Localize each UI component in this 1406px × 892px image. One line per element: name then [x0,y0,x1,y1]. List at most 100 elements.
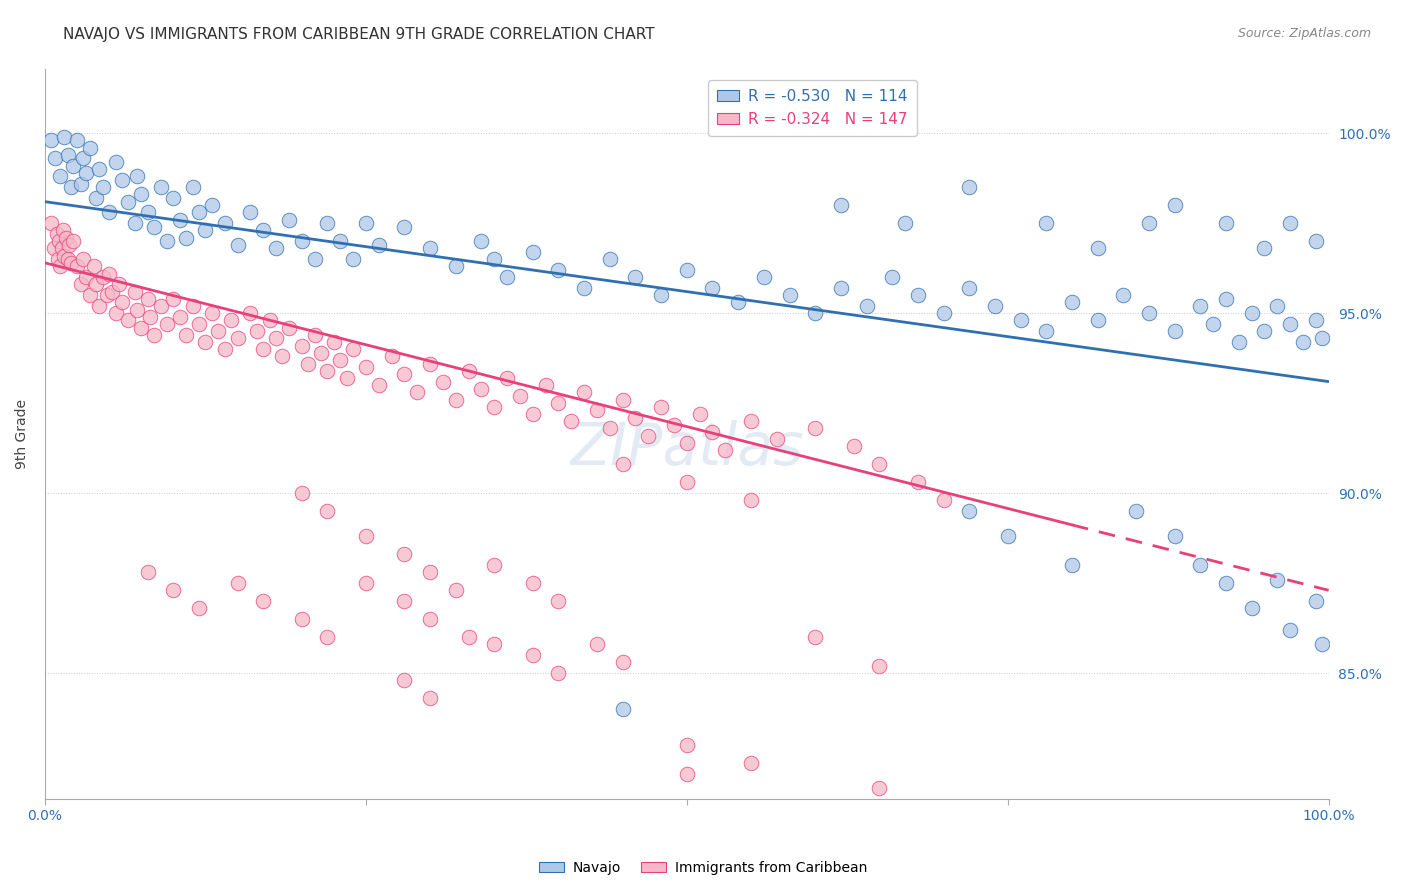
Point [1215,216,1237,230]
Point [997,529,1019,543]
Legend: Navajo, Immigrants from Caribbean: Navajo, Immigrants from Caribbean [533,855,873,880]
Point [75,270,97,285]
Point [83,260,105,274]
Point [129,320,152,334]
Point [804,630,827,644]
Point [52,223,75,237]
Point [1137,216,1160,230]
Point [181,180,204,194]
Point [572,281,595,295]
Point [1125,504,1147,518]
Point [586,403,609,417]
Point [740,493,762,508]
Point [136,566,159,580]
Point [277,212,299,227]
Point [432,375,454,389]
Point [194,334,217,349]
Point [419,691,441,706]
Point [169,310,191,324]
Point [727,295,749,310]
Point [53,129,76,144]
Point [868,458,890,472]
Point [59,180,82,194]
Point [59,256,82,270]
Point [547,666,569,681]
Point [586,637,609,651]
Point [117,194,139,209]
Point [174,327,197,342]
Point [637,428,659,442]
Point [1035,324,1057,338]
Point [86,277,108,292]
Point [162,583,184,598]
Point [1279,216,1302,230]
Point [41,216,63,230]
Point [42,242,65,256]
Point [304,252,326,267]
Point [104,155,127,169]
Point [342,343,364,357]
Point [740,414,762,428]
Point [252,223,274,237]
Point [291,486,314,500]
Point [612,702,634,716]
Point [62,159,84,173]
Point [117,313,139,327]
Point [194,223,217,237]
Point [1240,601,1263,615]
Point [149,180,172,194]
Point [136,205,159,219]
Point [45,227,67,241]
Point [124,216,146,230]
Point [156,317,179,331]
Point [457,364,479,378]
Point [264,242,287,256]
Point [1310,637,1333,651]
Point [599,252,621,267]
Point [752,270,775,285]
Point [277,320,299,334]
Point [702,425,724,439]
Point [419,357,441,371]
Point [1227,334,1250,349]
Point [444,260,467,274]
Point [484,637,506,651]
Point [329,234,352,248]
Point [252,343,274,357]
Point [70,277,93,292]
Point [49,260,72,274]
Point [484,252,506,267]
Point [66,134,89,148]
Point [1253,242,1275,256]
Point [572,385,595,400]
Point [470,234,492,248]
Point [612,458,634,472]
Point [380,350,402,364]
Point [842,439,865,453]
Point [624,410,647,425]
Point [560,414,582,428]
Point [143,219,166,234]
Point [484,400,506,414]
Point [86,191,108,205]
Point [291,338,314,352]
Point [1163,324,1185,338]
Point [174,230,197,244]
Point [1137,306,1160,320]
Point [675,738,697,752]
Point [316,216,339,230]
Point [406,385,429,400]
Point [354,576,377,591]
Point [1215,576,1237,591]
Point [547,263,569,277]
Text: Source: ZipAtlas.com: Source: ZipAtlas.com [1237,27,1371,40]
Point [79,141,101,155]
Point [239,205,262,219]
Point [316,630,339,644]
Point [226,576,249,591]
Point [309,346,332,360]
Point [354,529,377,543]
Point [394,673,416,688]
Point [1189,558,1212,573]
Point [496,270,519,285]
